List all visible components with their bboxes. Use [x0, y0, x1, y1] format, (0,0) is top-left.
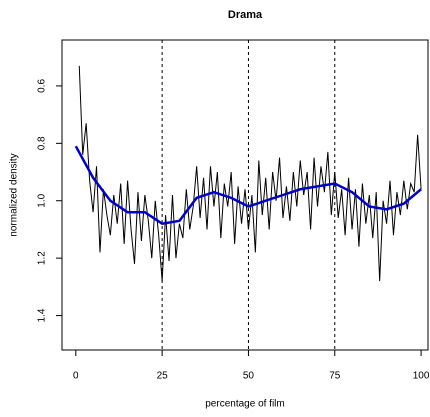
x-tick-label: 25	[157, 371, 169, 382]
x-tick-label: 0	[73, 371, 79, 382]
x-tick-label: 75	[329, 371, 341, 382]
x-axis-label: percentage of film	[205, 399, 285, 410]
y-tick-label: 1.4	[37, 308, 48, 322]
data-line	[74, 145, 422, 226]
y-tick-label: 1.2	[37, 251, 48, 265]
y-axis-label: normalized density	[9, 153, 20, 236]
x-tick-label: 100	[413, 371, 430, 382]
y-tick-label: 1.0	[37, 193, 48, 207]
y-tick-label: 0.8	[37, 136, 48, 150]
plot-box	[61, 39, 429, 351]
data-line	[78, 65, 422, 282]
x-tick-label: 50	[243, 371, 255, 382]
chart-title: Drama	[228, 9, 263, 21]
y-tick-label: 0.6	[37, 79, 48, 93]
